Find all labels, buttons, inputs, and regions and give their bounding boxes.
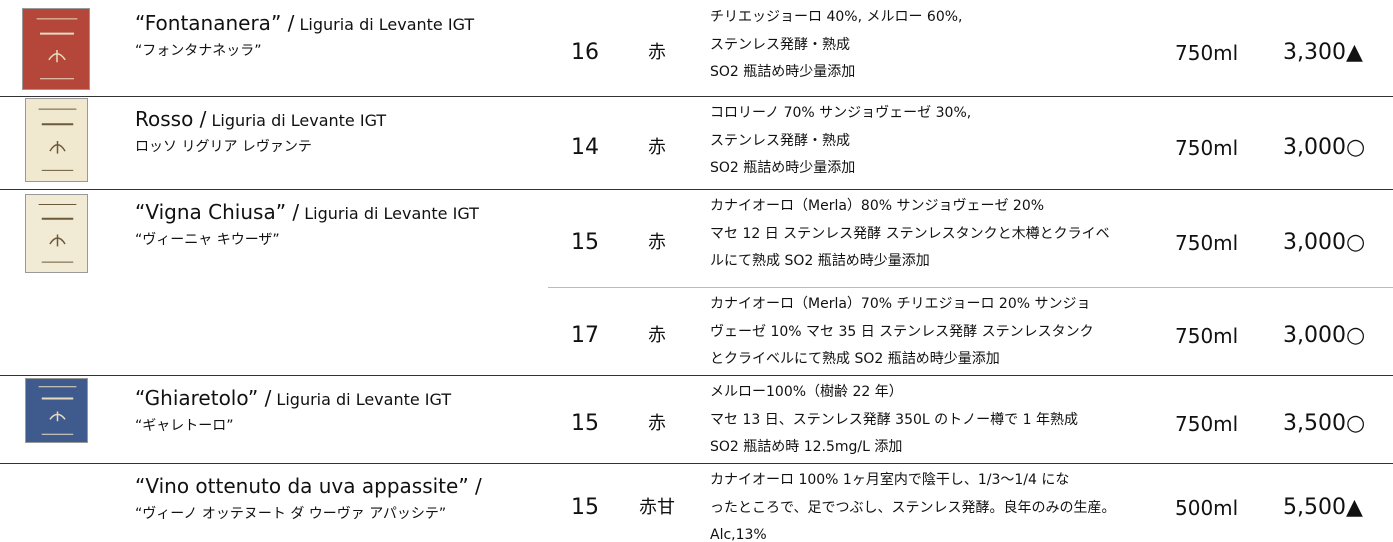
label-image [25, 98, 88, 182]
note-line: ステンレス発酵・熟成 [710, 36, 850, 53]
wine-kana: “ヴィーノ オッテヌート ダ ウーヴァ アパッシテ” [135, 506, 447, 522]
vintage: 17 [571, 323, 599, 348]
label-image [22, 8, 90, 90]
vintage: 15 [571, 494, 599, 520]
wine-name: “Ghiaretolo” / Liguria di Levante IGT [135, 388, 451, 408]
wine-name: “Vigna Chiusa” / Liguria di Levante IGT [135, 202, 479, 222]
note-line: とクライベルにて熟成 SO2 瓶詰め時少量添加 [710, 351, 1000, 367]
wine-color: 赤 [648, 42, 666, 63]
volume: 750ml [1175, 231, 1239, 255]
wine-color: 赤甘 [639, 496, 675, 518]
vintage: 15 [571, 230, 599, 255]
label-art [38, 203, 77, 263]
label-image [25, 378, 88, 443]
note-line: マセ 13 日、ステンレス発酵 350L のトノー樽で 1 年熟成 [710, 411, 1078, 428]
wine-kana: ロッソ リグリア レヴァンテ [135, 139, 312, 155]
volume: 750ml [1175, 41, 1239, 65]
price: 3,300▲ [1283, 40, 1363, 65]
volume: 750ml [1175, 324, 1239, 348]
vintage: 15 [571, 411, 599, 436]
price: 3,000○ [1283, 230, 1366, 255]
wine-title: Rosso / [135, 107, 207, 131]
label-art [36, 18, 78, 80]
wine-color: 赤 [648, 232, 666, 253]
wine-color: 赤 [648, 136, 666, 158]
label-art [38, 386, 77, 435]
price: 3,000○ [1283, 323, 1366, 348]
note-line: ヴェーゼ 10% マセ 35 日 ステンレス発酵 ステンレスタンク [710, 323, 1094, 340]
wine-title: “Vino ottenuto da uva appassite” / [135, 474, 482, 498]
note-line: コロリーノ 70% サンジョヴェーゼ 30%, [710, 105, 972, 121]
volume: 500ml [1175, 495, 1239, 520]
wine-name: Rosso / Liguria di Levante IGT [135, 109, 386, 129]
wine-title: “Fontananera” / [135, 11, 295, 35]
row-divider [0, 375, 1393, 376]
note-line: ステンレス発酵・熟成 [710, 132, 850, 149]
wine-name: “Vino ottenuto da uva appassite” / [135, 476, 482, 496]
row-divider [0, 96, 1393, 97]
wine-kana: “ヴィーニャ キウーザ” [135, 232, 280, 248]
vintage: 16 [571, 40, 599, 65]
wine-name: “Fontananera” / Liguria di Levante IGT [135, 13, 474, 33]
note-line: ルにて熟成 SO2 瓶詰め時少量添加 [710, 253, 930, 269]
note-line: SO2 瓶詰め時少量添加 [710, 64, 856, 80]
note-line: チリエッジョーロ 40%, メルロー 60%, [710, 9, 963, 25]
appellation: Liguria di Levante IGT [271, 390, 452, 409]
volume: 750ml [1175, 412, 1239, 436]
note-line: カナイオーロ 100% 1ヶ月室内で陰干し、1/3～1/4 にな [710, 472, 1070, 488]
note-line: Alc,13% [710, 527, 767, 542]
appellation: Liguria di Levante IGT [299, 204, 479, 223]
row-divider [0, 463, 1393, 464]
note-line: メルロー100%（樹齢 22 年） [710, 384, 903, 400]
row-divider [548, 287, 1393, 288]
vintage: 14 [571, 134, 599, 160]
note-line: SO2 瓶詰め時 12.5mg/L 添加 [710, 439, 903, 455]
note-line: マセ 12 日 ステンレス発酵 ステンレスタンクと木樽とクライベ [710, 225, 1110, 242]
price: 3,500○ [1283, 411, 1366, 436]
wine-title: “Ghiaretolo” / [135, 386, 272, 410]
note-line: ったところで、足でつぶし、ステンレス発酵。良年のみの生産。 [710, 499, 1116, 516]
wine-title: “Vigna Chiusa” / [135, 200, 300, 224]
note-line: カナイオーロ（Merla）70% チリエジョーロ 20% サンジョ [710, 296, 1091, 312]
wine-kana: “フォンタナネッラ” [135, 43, 262, 59]
note-line: SO2 瓶詰め時少量添加 [710, 160, 856, 176]
label-art [38, 108, 77, 171]
note-line: カナイオーロ（Merla）80% サンジョヴェーゼ 20% [710, 198, 1045, 214]
appellation: Liguria di Levante IGT [206, 111, 387, 130]
row-divider [0, 189, 1393, 190]
price: 5,500▲ [1283, 494, 1363, 520]
price: 3,000○ [1283, 134, 1366, 160]
wine-color: 赤 [648, 413, 666, 434]
volume: 750ml [1175, 135, 1239, 160]
appellation: Liguria di Levante IGT [294, 15, 475, 34]
wine-color: 赤 [648, 325, 666, 346]
wine-kana: “ギャレトーロ” [135, 418, 234, 434]
label-image [25, 194, 88, 273]
